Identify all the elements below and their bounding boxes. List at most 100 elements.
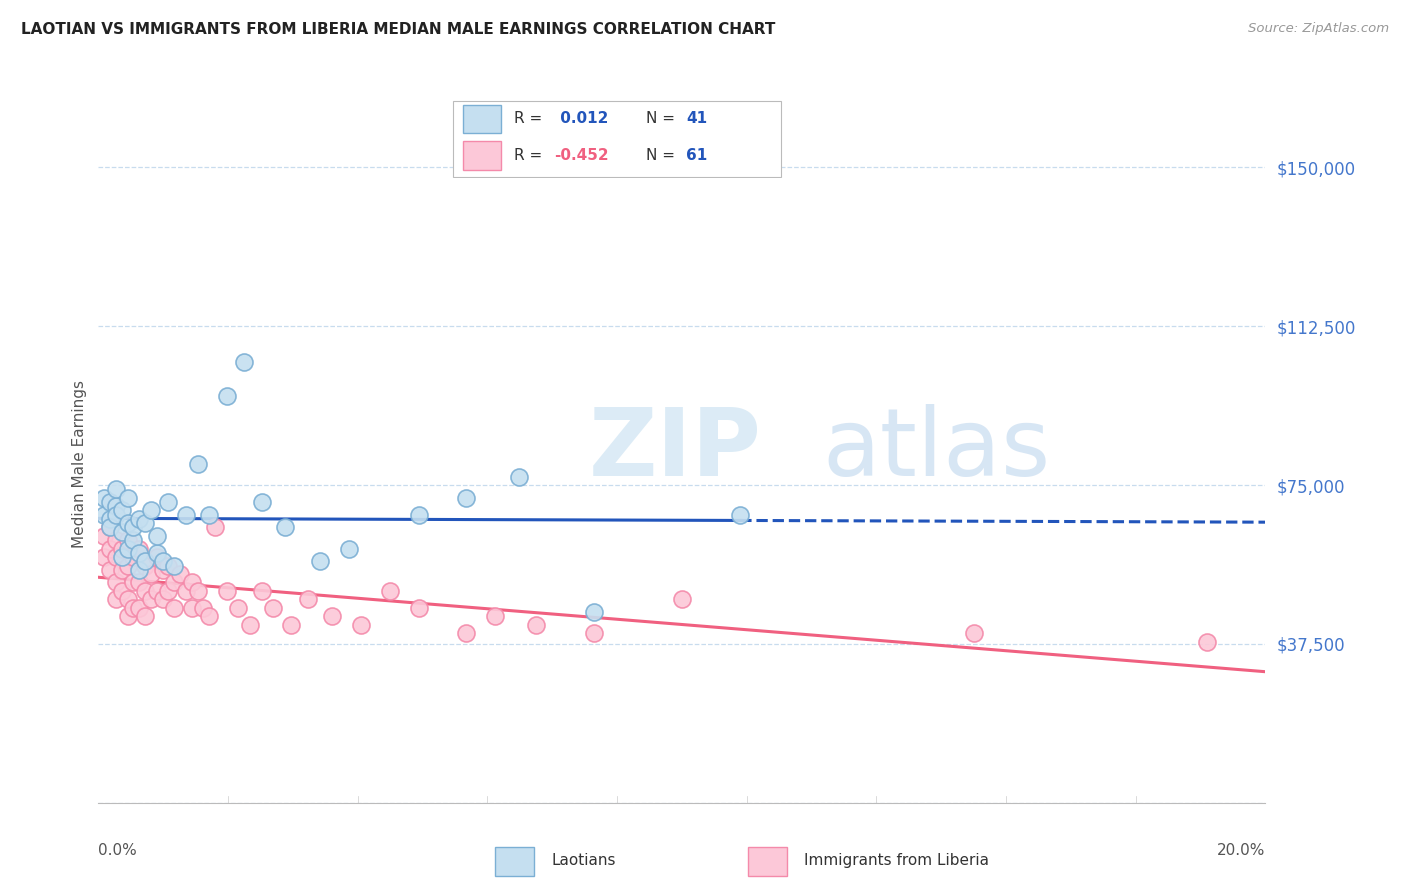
Text: N =: N =: [645, 112, 679, 127]
Point: [98, 495, 121, 509]
Point: [111, 563, 134, 577]
Point: [98, 520, 121, 534]
Point: [378, 583, 402, 598]
Point: [117, 558, 139, 573]
Point: [152, 592, 174, 607]
Point: [163, 575, 186, 590]
Point: [728, 508, 751, 522]
Point: [104, 482, 127, 496]
Point: [98, 520, 121, 534]
Point: [122, 549, 145, 565]
Point: [350, 617, 373, 632]
Point: [180, 575, 202, 590]
Point: [228, 601, 250, 615]
Point: [163, 558, 186, 573]
Text: Laotians: Laotians: [551, 854, 616, 868]
Point: [157, 558, 180, 573]
FancyBboxPatch shape: [464, 104, 501, 134]
Point: [128, 546, 150, 560]
Point: [122, 575, 145, 590]
Point: [134, 554, 156, 568]
FancyBboxPatch shape: [453, 101, 780, 177]
Point: [104, 592, 127, 607]
Point: [117, 516, 139, 530]
Text: 0.012: 0.012: [554, 112, 607, 127]
Point: [134, 558, 156, 573]
Text: 0.0%: 0.0%: [98, 843, 138, 858]
Point: [111, 541, 134, 556]
Text: R =: R =: [515, 148, 547, 163]
Point: [128, 541, 150, 556]
Point: [174, 583, 197, 598]
Text: Source: ZipAtlas.com: Source: ZipAtlas.com: [1249, 22, 1389, 36]
Point: [104, 575, 127, 590]
Point: [93, 549, 115, 565]
Point: [122, 533, 145, 547]
Point: [122, 520, 145, 534]
Point: [104, 508, 127, 522]
Point: [583, 605, 606, 619]
Text: N =: N =: [645, 148, 679, 163]
Point: [157, 495, 180, 509]
Text: ZIP: ZIP: [589, 404, 762, 496]
Point: [233, 355, 256, 369]
FancyBboxPatch shape: [748, 847, 787, 876]
Y-axis label: Median Male Earnings: Median Male Earnings: [72, 380, 87, 548]
Point: [187, 457, 209, 471]
Point: [98, 541, 121, 556]
Point: [1195, 635, 1218, 649]
Point: [117, 533, 139, 547]
Point: [198, 508, 221, 522]
Point: [274, 520, 297, 534]
Point: [163, 601, 186, 615]
Point: [98, 563, 121, 577]
Point: [169, 567, 191, 582]
Point: [111, 583, 134, 598]
Point: [250, 583, 273, 598]
Point: [187, 583, 209, 598]
Point: [134, 516, 156, 530]
Point: [250, 495, 273, 509]
Text: atlas: atlas: [823, 404, 1050, 496]
Point: [454, 626, 477, 640]
Point: [280, 617, 302, 632]
Point: [128, 563, 150, 577]
Point: [93, 529, 115, 543]
Text: 20.0%: 20.0%: [1218, 843, 1265, 858]
Point: [104, 549, 127, 565]
Point: [134, 583, 156, 598]
Text: -0.452: -0.452: [554, 148, 609, 163]
Point: [104, 533, 127, 547]
Point: [146, 529, 169, 543]
Text: LAOTIAN VS IMMIGRANTS FROM LIBERIA MEDIAN MALE EARNINGS CORRELATION CHART: LAOTIAN VS IMMIGRANTS FROM LIBERIA MEDIA…: [21, 22, 776, 37]
Point: [157, 583, 180, 598]
Point: [139, 503, 162, 517]
Point: [128, 601, 150, 615]
Point: [139, 592, 162, 607]
Point: [215, 583, 238, 598]
Point: [408, 601, 430, 615]
Point: [239, 617, 262, 632]
Point: [174, 508, 197, 522]
Point: [146, 546, 169, 560]
FancyBboxPatch shape: [495, 847, 534, 876]
Text: 61: 61: [686, 148, 707, 163]
Point: [139, 567, 162, 582]
Point: [321, 609, 343, 624]
Text: Immigrants from Liberia: Immigrants from Liberia: [804, 854, 990, 868]
Point: [122, 601, 145, 615]
Point: [117, 491, 139, 505]
Point: [111, 524, 134, 539]
Point: [117, 592, 139, 607]
Text: 41: 41: [686, 112, 707, 127]
Point: [962, 626, 984, 640]
Point: [152, 563, 174, 577]
Point: [152, 554, 174, 568]
FancyBboxPatch shape: [464, 142, 501, 170]
Point: [111, 549, 134, 565]
Point: [117, 609, 139, 624]
Point: [134, 609, 156, 624]
Point: [146, 549, 169, 565]
Point: [111, 503, 134, 517]
Point: [128, 512, 150, 526]
